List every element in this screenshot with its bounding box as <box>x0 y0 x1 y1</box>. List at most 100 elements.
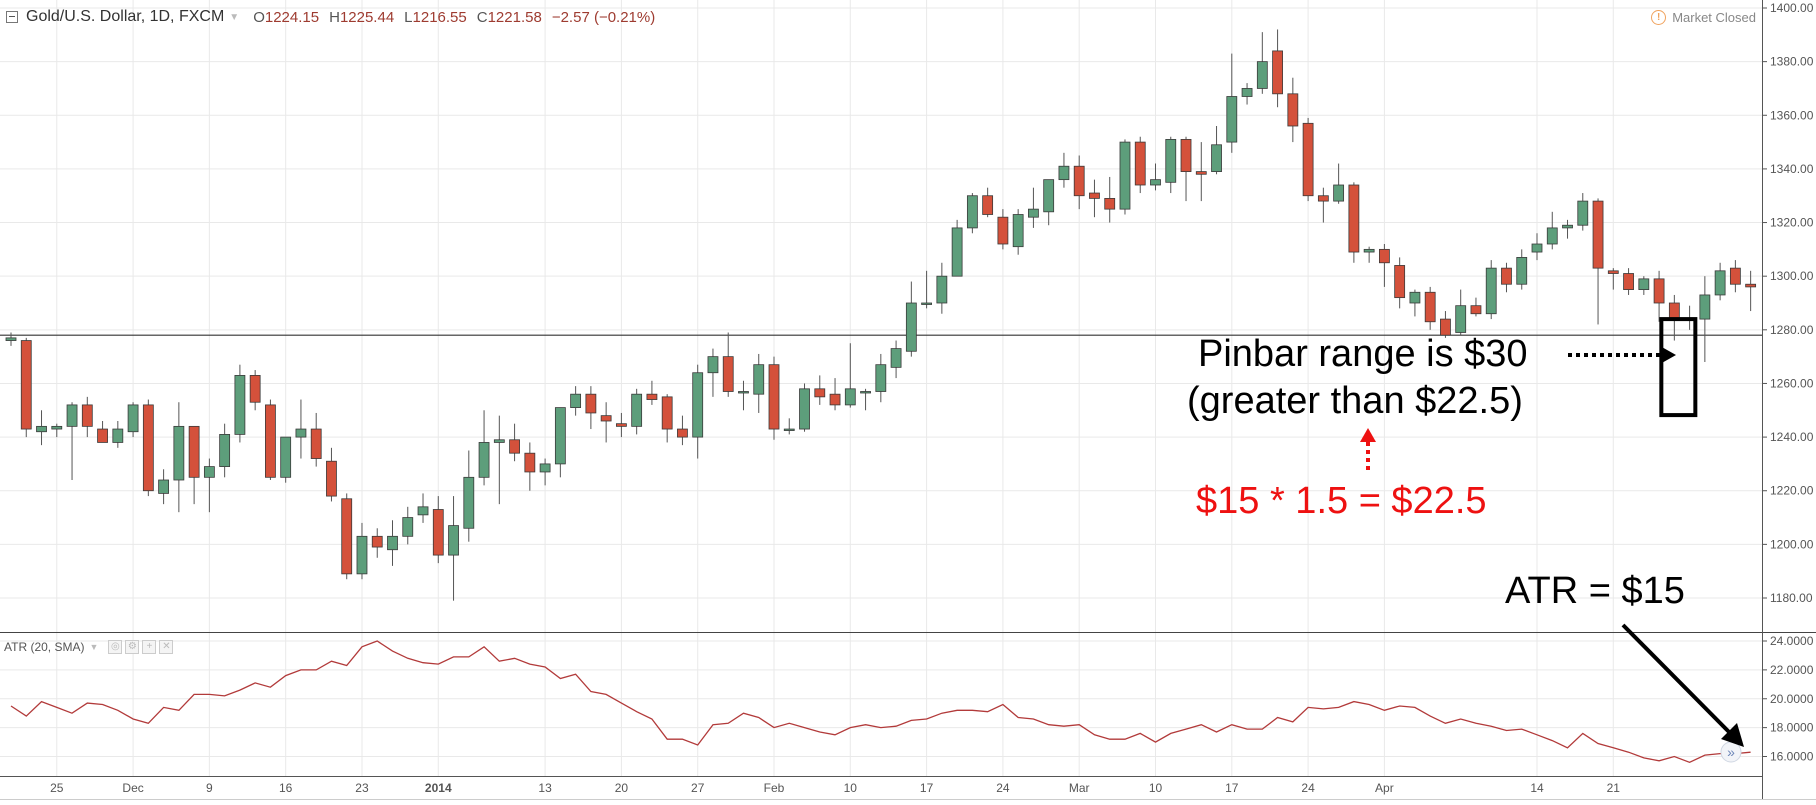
candle-body <box>905 302 917 352</box>
atr-y-tick-label: 18.0000 <box>1770 721 1814 735</box>
candle <box>1409 289 1421 317</box>
atr-annotation: ATR = $15 <box>1505 570 1685 612</box>
plus-icon[interactable]: + <box>142 640 157 654</box>
candle-body <box>5 337 17 341</box>
candle-body <box>36 425 47 433</box>
x-tick-label: 16 <box>279 781 293 795</box>
candle <box>493 415 505 505</box>
candle <box>677 415 688 446</box>
candle <box>1256 32 1268 94</box>
candle-body <box>387 535 398 551</box>
candle-body <box>509 439 520 454</box>
price-axis: 1180.00 1200.00 1220.00 1240.00 1260.00 1280.… <box>1762 1 1814 764</box>
candle <box>1241 83 1253 105</box>
candle <box>753 353 765 413</box>
low-value: 1216.55 <box>412 8 467 26</box>
candle-body <box>280 436 292 478</box>
candle <box>219 423 231 478</box>
candle-body <box>1714 270 1726 296</box>
candle <box>1440 311 1451 338</box>
candle-body <box>707 356 719 374</box>
candle <box>81 396 93 438</box>
candle-body <box>1455 305 1467 333</box>
candle-body <box>1241 88 1253 97</box>
candle-body <box>1226 96 1238 143</box>
candle <box>921 270 932 309</box>
candle <box>890 340 902 379</box>
market-status-label: Market Closed <box>1672 9 1756 25</box>
scroll-right-button[interactable]: » <box>1720 741 1742 763</box>
x-tick-label: Feb <box>764 781 785 795</box>
candle-body <box>1363 248 1375 253</box>
indicator-label[interactable]: ATR (20, SMA) <box>4 640 85 654</box>
candle <box>692 364 704 459</box>
y-tick-label: 1300.00 <box>1770 269 1814 283</box>
eye-icon[interactable]: ◎ <box>108 640 123 654</box>
candle-body <box>1134 141 1146 186</box>
high-value: 1225.44 <box>339 8 395 26</box>
candle-body <box>1256 61 1268 89</box>
chevron-down-icon[interactable]: ▼ <box>89 642 99 652</box>
candle <box>417 493 429 523</box>
candle <box>1455 289 1467 336</box>
atr-y-tick-label: 24.0000 <box>1770 634 1814 648</box>
candle <box>5 332 17 346</box>
candle-body <box>356 535 368 575</box>
candle-body <box>1470 305 1482 315</box>
candle <box>265 399 276 480</box>
candle-body <box>173 425 185 481</box>
low-label: L <box>404 8 413 26</box>
candle <box>20 337 32 438</box>
collapse-icon[interactable] <box>6 11 18 23</box>
candle-body <box>966 195 978 229</box>
candle <box>188 425 200 505</box>
candle <box>1104 176 1116 223</box>
close-icon[interactable]: ✕ <box>159 640 174 654</box>
candle <box>356 522 368 580</box>
gear-icon[interactable]: ⚙ <box>125 640 140 654</box>
alert-icon[interactable]: ! <box>1651 9 1667 25</box>
candle <box>600 402 612 443</box>
candle <box>814 375 826 405</box>
chevron-down-icon[interactable]: ▼ <box>229 11 240 23</box>
candle <box>51 423 63 438</box>
candle <box>1470 297 1482 317</box>
candle-body <box>51 425 63 430</box>
x-tick-label: 21 <box>1607 781 1621 795</box>
candle-body <box>1729 267 1741 285</box>
candle <box>1485 260 1497 320</box>
open-value: 1224.15 <box>264 8 320 26</box>
candle-body <box>616 423 627 427</box>
candle-body <box>326 460 337 497</box>
candle-body <box>1180 139 1192 172</box>
time-axis: 25 Dec 9 16 23 2014 13 20 27 Feb 10 17 24 Mar 10 17 24 Ap… <box>50 781 1620 795</box>
high-label: H <box>329 8 340 26</box>
candle <box>1302 117 1314 202</box>
candle-body <box>799 388 810 430</box>
x-tick-label: 9 <box>206 781 213 795</box>
candle-body <box>1073 165 1085 197</box>
change-value: −2.57 (−0.21%) <box>551 8 656 26</box>
candle-body <box>1150 179 1161 186</box>
x-tick-label: 23 <box>355 781 369 795</box>
candle <box>905 281 917 357</box>
candle-body <box>234 375 246 435</box>
candle <box>860 388 871 411</box>
candle-body <box>631 393 643 427</box>
candle-body <box>265 404 276 478</box>
candle <box>539 458 551 486</box>
y-tick-label: 1220.00 <box>1770 484 1814 498</box>
candle <box>234 364 246 443</box>
candle <box>1180 136 1192 202</box>
candle-body <box>1089 192 1100 199</box>
symbol-title[interactable]: Gold/U.S. Dollar, 1D, FXCM <box>26 8 225 25</box>
candle-body <box>97 428 108 443</box>
candle-body <box>539 463 551 473</box>
candle <box>1073 155 1085 210</box>
candle <box>570 386 582 416</box>
candle <box>738 380 749 411</box>
candle <box>387 520 398 566</box>
candle <box>1394 257 1406 309</box>
candle-body <box>402 517 414 537</box>
